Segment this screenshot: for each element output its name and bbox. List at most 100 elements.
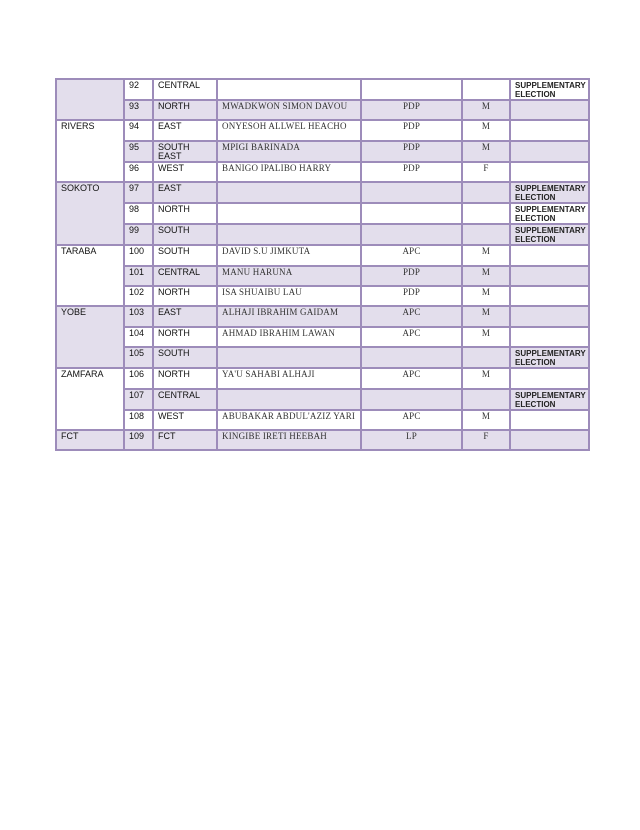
party-cell bbox=[360, 346, 463, 370]
candidate-name-cell: MPIGI BARINADA bbox=[216, 139, 362, 163]
gender-cell bbox=[461, 202, 511, 226]
senatorial-district-cell: NORTH bbox=[152, 284, 218, 308]
party-cell bbox=[360, 223, 463, 247]
constituency-number-cell: 104 bbox=[123, 325, 154, 349]
remark-cell bbox=[509, 139, 590, 163]
party-cell: PDP bbox=[360, 119, 463, 142]
table-row: SOKOTO 97 EAST SUPPLEMENTARY ELECTION bbox=[55, 181, 590, 247]
gender-cell bbox=[461, 223, 511, 247]
gender-cell: M bbox=[461, 139, 511, 163]
senatorial-district-cell: SOUTH bbox=[152, 346, 218, 370]
gender-cell bbox=[461, 387, 511, 411]
constituency-number-cell: 109 bbox=[123, 428, 154, 452]
constituency-number-cell: 108 bbox=[123, 408, 154, 431]
candidate-name-cell bbox=[216, 202, 362, 226]
gender-cell: M bbox=[461, 305, 511, 328]
gender-cell: M bbox=[461, 98, 511, 122]
remark-cell: SUPPLEMENTARY ELECTION bbox=[509, 387, 590, 411]
state-cell: FCT bbox=[55, 428, 125, 452]
table-row: ZAMFARA 106 NORTH YA'U SAHABI ALHAJI APC M bbox=[55, 367, 590, 431]
party-cell: PDP bbox=[360, 284, 463, 308]
gender-cell bbox=[461, 346, 511, 370]
candidate-name-cell bbox=[216, 78, 362, 101]
gender-cell: M bbox=[461, 244, 511, 267]
candidate-name-cell: BANIGO IPALIBO HARRY bbox=[216, 160, 362, 184]
table-row: 108 WEST ABUBAKAR ABDUL'AZIZ YARI APC M bbox=[56, 408, 590, 431]
table-row: 92 CENTRAL SUPPLEMENTARY ELECTION bbox=[55, 77, 590, 122]
constituency-number-cell: 103 bbox=[123, 305, 154, 328]
party-cell: APC bbox=[360, 408, 463, 431]
remark-cell bbox=[509, 305, 590, 328]
state-cell: SOKOTO bbox=[55, 181, 125, 247]
gender-cell bbox=[461, 181, 511, 205]
party-cell: PDP bbox=[360, 98, 463, 122]
senatorial-district-cell: EAST bbox=[152, 181, 218, 205]
candidate-name-cell: YA'U SAHABI ALHAJI bbox=[216, 367, 362, 390]
state-cell: TARABA bbox=[55, 244, 125, 308]
party-cell: PDP bbox=[360, 139, 463, 163]
remark-cell bbox=[509, 284, 590, 308]
constituency-number-cell: 100 bbox=[123, 244, 154, 267]
candidate-name-cell: ALHAJI IBRAHIM GAIDAM bbox=[216, 305, 362, 328]
party-cell bbox=[360, 181, 463, 205]
table-row: 98 NORTH SUPPLEMENTARY ELECTION bbox=[56, 202, 590, 226]
senatorial-district-cell: EAST bbox=[152, 119, 218, 142]
gender-cell: F bbox=[461, 428, 511, 452]
results-table: 92 CENTRAL SUPPLEMENTARY ELECTION 93 NORTH MW… bbox=[55, 77, 590, 452]
candidate-name-cell: AHMAD IBRAHIM LAWAN bbox=[216, 325, 362, 349]
senatorial-district-cell: EAST bbox=[152, 305, 218, 328]
table-row: 107 CENTRAL SUPPLEMENTARY ELECTION bbox=[56, 387, 590, 411]
gender-cell: M bbox=[461, 284, 511, 308]
constituency-number-cell: 107 bbox=[123, 387, 154, 411]
candidate-name-cell: MANU HARUNA bbox=[216, 264, 362, 287]
candidate-name-cell bbox=[216, 346, 362, 370]
candidate-name-cell bbox=[216, 181, 362, 205]
remark-cell: SUPPLEMENTARY ELECTION bbox=[509, 78, 590, 101]
constituency-number-cell: 97 bbox=[123, 181, 154, 205]
senatorial-district-cell: SOUTH bbox=[152, 223, 218, 247]
senatorial-district-cell: NORTH bbox=[152, 325, 218, 349]
senatorial-district-cell: WEST bbox=[152, 160, 218, 184]
constituency-number-cell: 92 bbox=[123, 78, 154, 101]
table-row: 102 NORTH ISA SHUAIBU LAU PDP M bbox=[56, 284, 590, 308]
senatorial-district-cell: CENTRAL bbox=[152, 78, 218, 101]
table-row: FCT 109 FCT KINGIBE IRETI HEEBAH LP F bbox=[55, 428, 590, 452]
gender-cell: F bbox=[461, 160, 511, 184]
constituency-number-cell: 106 bbox=[123, 367, 154, 390]
party-cell bbox=[360, 78, 463, 101]
gender-cell: M bbox=[461, 119, 511, 142]
party-cell: APC bbox=[360, 305, 463, 328]
table-row: 96 WEST BANIGO IPALIBO HARRY PDP F bbox=[56, 160, 590, 184]
senatorial-district-cell: WEST bbox=[152, 408, 218, 431]
table-row: 95 SOUTH EAST MPIGI BARINADA PDP M bbox=[56, 139, 590, 163]
constituency-number-cell: 94 bbox=[123, 119, 154, 142]
constituency-number-cell: 96 bbox=[123, 160, 154, 184]
state-cell: RIVERS bbox=[55, 119, 125, 184]
senatorial-district-cell: NORTH bbox=[152, 98, 218, 122]
party-cell bbox=[360, 387, 463, 411]
party-cell bbox=[360, 202, 463, 226]
constituency-number-cell: 105 bbox=[123, 346, 154, 370]
remark-cell: SUPPLEMENTARY ELECTION bbox=[509, 181, 590, 205]
candidate-name-cell: MWADKWON SIMON DAVOU bbox=[216, 98, 362, 122]
party-cell: APC bbox=[360, 367, 463, 390]
remark-cell bbox=[509, 264, 590, 287]
remark-cell bbox=[509, 325, 590, 349]
candidate-name-cell: ABUBAKAR ABDUL'AZIZ YARI bbox=[216, 408, 362, 431]
table-row: YOBE 103 EAST ALHAJI IBRAHIM GAIDAM APC M bbox=[55, 305, 590, 370]
remark-cell: SUPPLEMENTARY ELECTION bbox=[509, 202, 590, 226]
constituency-number-cell: 98 bbox=[123, 202, 154, 226]
remark-cell bbox=[509, 367, 590, 390]
candidate-name-cell: ONYESOH ALLWEL HEACHO bbox=[216, 119, 362, 142]
constituency-number-cell: 93 bbox=[123, 98, 154, 122]
candidate-name-cell: ISA SHUAIBU LAU bbox=[216, 284, 362, 308]
remark-cell bbox=[509, 119, 590, 142]
party-cell: APC bbox=[360, 325, 463, 349]
senatorial-district-cell: CENTRAL bbox=[152, 387, 218, 411]
remark-cell bbox=[509, 244, 590, 267]
table-row: 105 SOUTH SUPPLEMENTARY ELECTION bbox=[56, 346, 590, 370]
gender-cell: M bbox=[461, 264, 511, 287]
table-row: TARABA 100 SOUTH DAVID S.U JIMKUTA APC M bbox=[55, 244, 590, 308]
candidate-name-cell bbox=[216, 387, 362, 411]
gender-cell bbox=[461, 78, 511, 101]
